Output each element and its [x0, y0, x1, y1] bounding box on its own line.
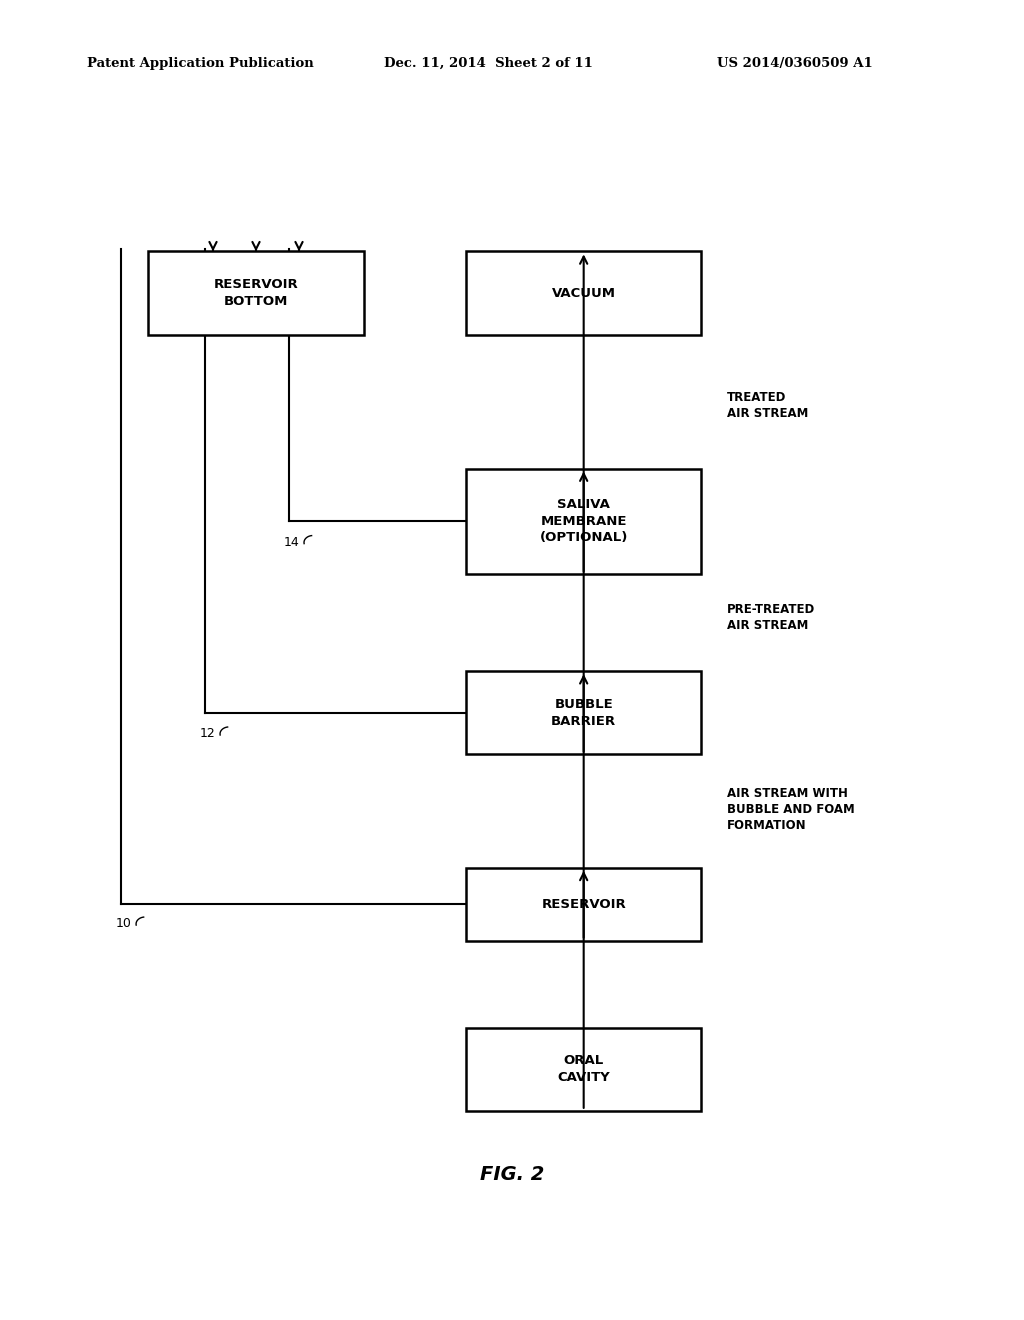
Bar: [148, 251, 364, 335]
Text: RESERVOIR
BOTTOM: RESERVOIR BOTTOM: [214, 279, 298, 308]
Text: 12: 12: [200, 727, 215, 741]
Bar: [466, 251, 701, 335]
Text: FIG. 2: FIG. 2: [480, 1166, 544, 1184]
Bar: [466, 469, 701, 574]
Bar: [466, 869, 701, 940]
Text: TREATED
AIR STREAM: TREATED AIR STREAM: [727, 391, 808, 420]
Text: RESERVOIR: RESERVOIR: [542, 898, 626, 911]
Text: ORAL
CAVITY: ORAL CAVITY: [557, 1055, 610, 1084]
Bar: [466, 672, 701, 755]
Text: US 2014/0360509 A1: US 2014/0360509 A1: [717, 57, 872, 70]
Bar: [466, 1027, 701, 1111]
Text: PRE-TREATED
AIR STREAM: PRE-TREATED AIR STREAM: [727, 603, 815, 632]
Text: AIR STREAM WITH
BUBBLE AND FOAM
FORMATION: AIR STREAM WITH BUBBLE AND FOAM FORMATIO…: [727, 787, 855, 832]
Text: BUBBLE
BARRIER: BUBBLE BARRIER: [551, 698, 616, 727]
Text: Dec. 11, 2014  Sheet 2 of 11: Dec. 11, 2014 Sheet 2 of 11: [384, 57, 593, 70]
Text: VACUUM: VACUUM: [552, 286, 615, 300]
Text: Patent Application Publication: Patent Application Publication: [87, 57, 313, 70]
Text: SALIVA
MEMBRANE
(OPTIONAL): SALIVA MEMBRANE (OPTIONAL): [540, 499, 628, 544]
Text: 14: 14: [284, 536, 299, 549]
Text: 10: 10: [115, 917, 131, 931]
